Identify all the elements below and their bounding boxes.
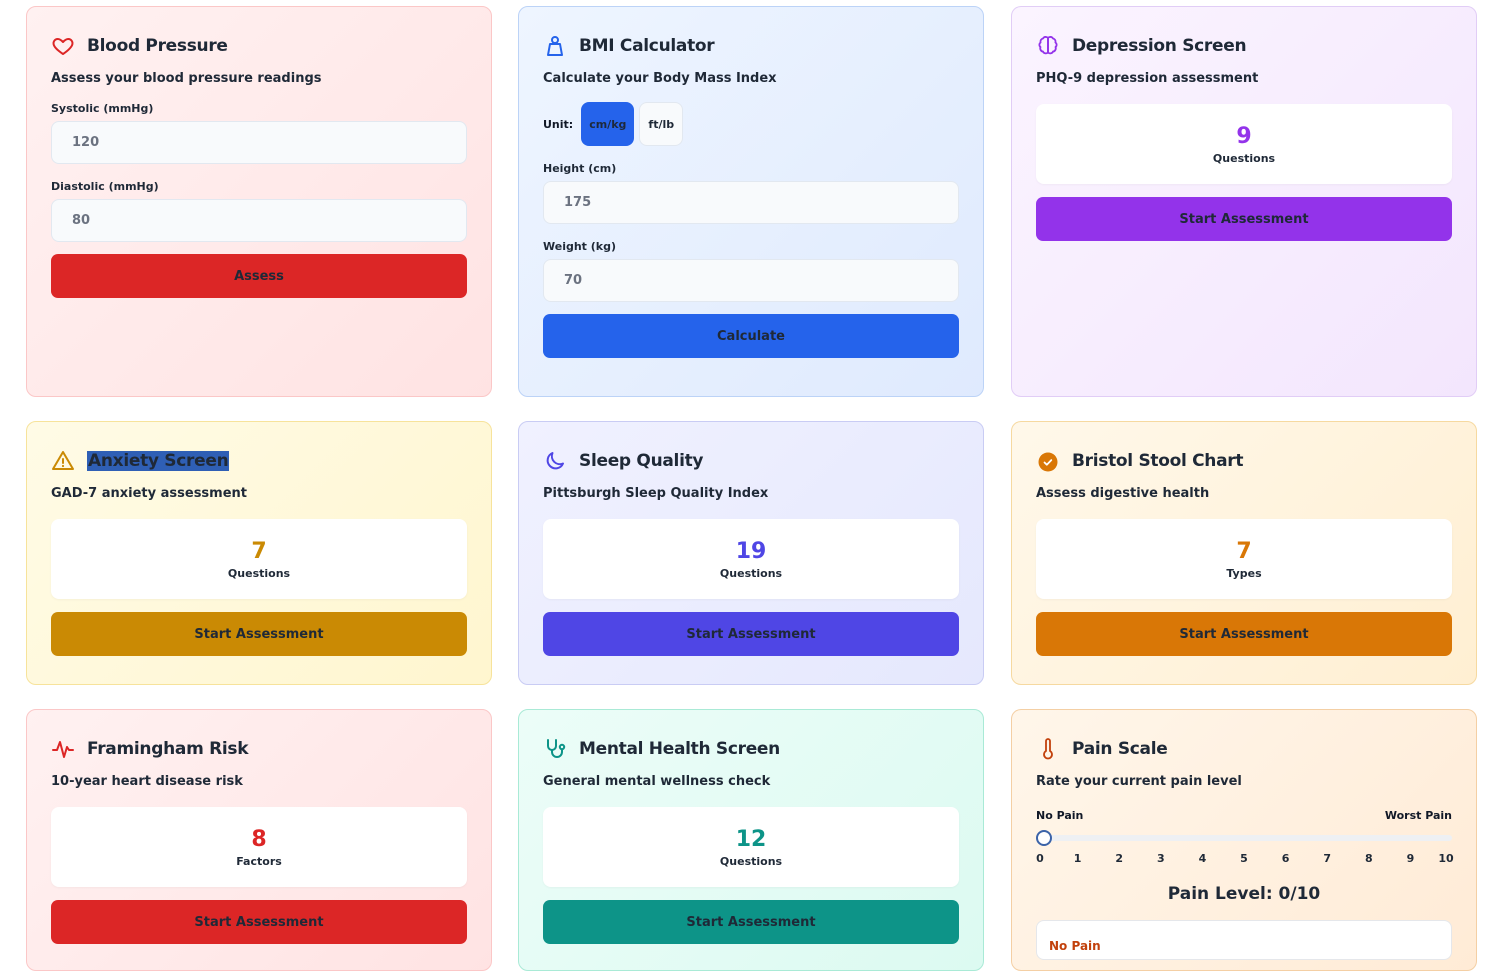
diastolic-input[interactable]: 80 (51, 199, 467, 242)
type-count: 7 (1236, 538, 1252, 564)
heart-icon (51, 34, 75, 58)
slider-track[interactable] (1036, 835, 1452, 841)
thermometer-icon (1036, 737, 1060, 761)
card-title: Pain Scale (1072, 739, 1168, 759)
count-label: Questions (227, 566, 291, 580)
blood-pressure-card: Blood Pressure Assess your blood pressur… (26, 6, 492, 397)
stat-box: 7 Types (1036, 519, 1452, 599)
slider-ticks: 0 1 2 3 4 5 6 7 8 9 10 (1036, 852, 1454, 866)
pain-scale-card: Pain Scale Rate your current pain level … (1011, 709, 1477, 971)
stat-box: 12 Questions (543, 807, 959, 887)
card-subtitle: Pittsburgh Sleep Quality Index (543, 486, 769, 501)
start-assessment-button[interactable]: Start Assessment (543, 900, 959, 944)
moon-icon (543, 449, 567, 473)
slider-tick-6: 6 (1281, 852, 1290, 865)
stat-box: 9 Questions (1036, 104, 1452, 184)
slider-tick-1: 1 (1073, 852, 1082, 865)
start-assessment-button[interactable]: Start Assessment (1036, 612, 1452, 656)
bristol-stool-chart-card: Bristol Stool Chart Assess digestive hea… (1011, 421, 1477, 685)
height-input[interactable]: 175 (543, 181, 959, 224)
start-assessment-button[interactable]: Start Assessment (51, 900, 467, 944)
count-label: Questions (719, 566, 783, 580)
pain-min-label: No Pain (1036, 809, 1084, 822)
unit-label: Unit: (543, 117, 574, 131)
slider-thumb[interactable] (1036, 830, 1052, 846)
count-label: Types (1226, 566, 1262, 580)
brain-icon (1036, 34, 1060, 58)
question-count: 19 (735, 538, 767, 564)
calculate-button[interactable]: Calculate (543, 314, 959, 358)
start-assessment-button[interactable]: Start Assessment (51, 612, 467, 656)
question-count: 12 (735, 826, 767, 852)
weight-icon (543, 34, 567, 58)
height-label: Height (cm) (543, 162, 617, 175)
depression-screen-card: Depression Screen PHQ-9 depression asses… (1011, 6, 1477, 397)
stat-box: 7 Questions (51, 519, 467, 599)
card-title: Depression Screen (1072, 36, 1247, 56)
stat-box: 8 Factors (51, 807, 467, 887)
card-title: Blood Pressure (87, 36, 228, 56)
question-count: 7 (251, 538, 267, 564)
card-subtitle: Rate your current pain level (1036, 774, 1242, 789)
card-subtitle: 10-year heart disease risk (51, 774, 243, 789)
unit-option-cm-kg[interactable]: cm/kg (581, 102, 635, 146)
diastolic-label: Diastolic (mmHg) (51, 180, 159, 193)
count-label: Questions (1212, 151, 1276, 165)
card-subtitle: Assess digestive health (1036, 486, 1210, 501)
pain-level-readout: Pain Level: 0/10 (1167, 884, 1321, 904)
factor-count: 8 (251, 826, 267, 852)
systolic-input[interactable]: 120 (51, 121, 467, 164)
warning-icon (51, 449, 75, 473)
count-label: Factors (236, 854, 282, 868)
card-title: Framingham Risk (87, 739, 249, 759)
start-assessment-button[interactable]: Start Assessment (543, 612, 959, 656)
weight-label: Weight (kg) (543, 240, 617, 253)
card-title: Mental Health Screen (579, 739, 780, 759)
slider-tick-10: 10 (1438, 852, 1454, 865)
slider-tick-2: 2 (1115, 852, 1124, 865)
unit-option-ft-lb[interactable]: ft/lb (639, 102, 684, 146)
pain-description-box: No Pain (1036, 920, 1452, 960)
start-assessment-button[interactable]: Start Assessment (1036, 197, 1452, 241)
slider-tick-9: 9 (1406, 852, 1415, 865)
slider-tick-0: 0 (1036, 852, 1044, 865)
pulse-icon (51, 737, 75, 761)
pain-description: No Pain (1049, 939, 1101, 953)
slider-tick-5: 5 (1240, 852, 1248, 865)
systolic-label: Systolic (mmHg) (51, 102, 154, 115)
slider-tick-7: 7 (1323, 852, 1332, 865)
anxiety-screen-card: Anxiety Screen GAD-7 anxiety assessment … (26, 421, 492, 685)
card-title: Anxiety Screen (87, 451, 230, 471)
check-circle-icon (1036, 449, 1060, 473)
mental-health-screen-card: Mental Health Screen General mental well… (518, 709, 984, 971)
assess-button[interactable]: Assess (51, 254, 467, 298)
card-title: Sleep Quality (579, 451, 704, 471)
card-subtitle: General mental wellness check (543, 774, 771, 789)
slider-tick-3: 3 (1156, 852, 1165, 865)
card-subtitle: PHQ-9 depression assessment (1036, 71, 1259, 86)
sleep-quality-card: Sleep Quality Pittsburgh Sleep Quality I… (518, 421, 984, 685)
pain-slider[interactable] (1036, 830, 1452, 846)
weight-input[interactable]: 70 (543, 259, 959, 302)
slider-tick-4: 4 (1198, 852, 1207, 865)
stat-box: 19 Questions (543, 519, 959, 599)
slider-tick-8: 8 (1364, 852, 1373, 865)
question-count: 9 (1236, 123, 1252, 149)
pain-max-label: Worst Pain (1384, 809, 1452, 822)
card-subtitle: Calculate your Body Mass Index (543, 71, 777, 86)
count-label: Questions (719, 854, 783, 868)
card-title: BMI Calculator (579, 36, 715, 56)
framingham-risk-card: Framingham Risk 10-year heart disease ri… (26, 709, 492, 971)
card-title: Bristol Stool Chart (1072, 451, 1244, 471)
stethoscope-icon (543, 737, 567, 761)
card-subtitle: Assess your blood pressure readings (51, 71, 322, 86)
bmi-calculator-card: BMI Calculator Calculate your Body Mass … (518, 6, 984, 397)
card-subtitle: GAD-7 anxiety assessment (51, 486, 248, 501)
